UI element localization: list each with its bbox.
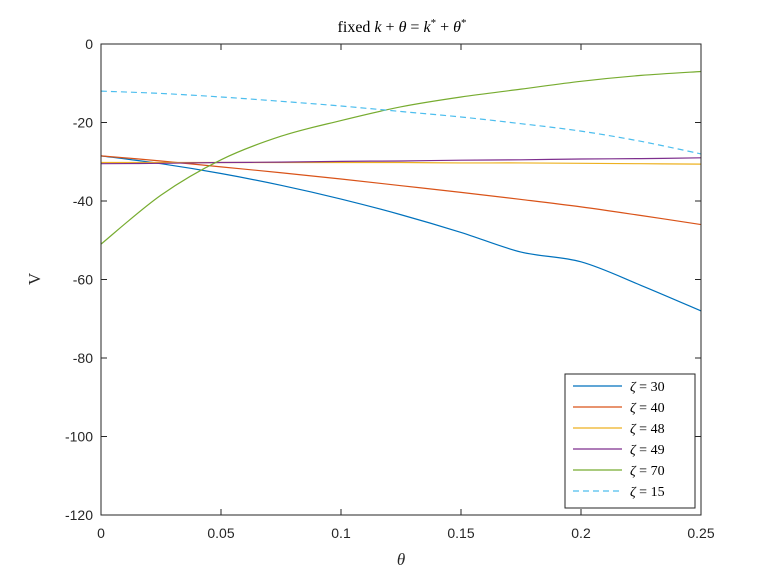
x-tick-label: 0.15 [447, 525, 474, 541]
x-axis-label: θ [397, 550, 405, 569]
y-tick-label: -60 [73, 272, 93, 288]
y-tick-label: -20 [73, 115, 93, 131]
series-line-5 [100, 90, 702, 155]
legend: ζ = 30 ζ = 40 ζ = 48 ζ = 49 ζ = 70 ζ = 15 [564, 373, 696, 509]
legend-box [564, 373, 696, 509]
legend-label-0: ζ = 30 [630, 380, 665, 395]
series-line-4 [100, 70, 702, 245]
legend-label-1: ζ = 40 [630, 401, 665, 416]
legend-label-3: ζ = 49 [630, 443, 665, 458]
x-tick-label: 0.05 [207, 525, 234, 541]
y-tick-label: -120 [65, 507, 93, 523]
x-tick-label: 0.1 [331, 525, 351, 541]
x-tick-label: 0.25 [687, 525, 714, 541]
legend-label-2: ζ = 48 [630, 422, 665, 437]
series-layer [100, 70, 702, 312]
legend-label-4: ζ = 70 [630, 464, 665, 479]
y-tick-label: -40 [73, 193, 93, 209]
series-line-3 [100, 157, 702, 165]
y-tick-label: 0 [85, 36, 93, 52]
series-line-0 [100, 155, 702, 312]
chart-title: fixed k + θ = k* + θ* [338, 17, 467, 36]
ticks-layer: 0 0.05 0.1 0.15 0.2 0.25 0 -20 -40 -60 -80 -100 -120 [65, 36, 715, 541]
y-axis-label: V [25, 272, 44, 285]
x-tick-label: 0.2 [571, 525, 591, 541]
y-tick-label: -100 [65, 429, 93, 445]
x-tick-label: 0 [97, 525, 105, 541]
series-line-1 [100, 155, 702, 226]
legend-label-5: ζ = 15 [630, 485, 665, 500]
y-tick-label: -80 [73, 350, 93, 366]
